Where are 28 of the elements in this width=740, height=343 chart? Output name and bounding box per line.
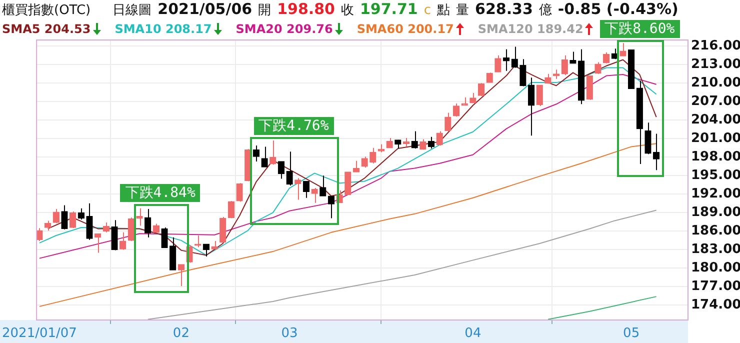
annotation: 下跌4.76%: [254, 116, 334, 135]
text: 下跌8.60%: [600, 20, 680, 38]
chart-title: 櫃買指數(OTC): [2, 2, 91, 19]
annotation: 下跌4.84%: [120, 184, 200, 202]
text: SMA120 189.42: [478, 22, 584, 36]
chart-subtitle: 日線圖: [112, 2, 152, 19]
text: -0.85 (-0.43%): [558, 0, 678, 18]
x-tick-label: 05: [623, 326, 640, 342]
text: 198.80: [277, 0, 335, 18]
text: 收: [340, 2, 354, 19]
x-tick-label: 02: [172, 326, 190, 342]
text: SMA20 209.76: [236, 22, 333, 36]
text: 2021/05/06: [158, 0, 252, 18]
text: c: [424, 3, 432, 18]
candlestick: [570, 51, 576, 64]
text: 628.33: [475, 0, 533, 18]
x-tick-label: 2021/01/07: [2, 326, 77, 342]
text: 量: [456, 2, 470, 19]
text: SMA10 208.17: [114, 22, 212, 36]
text: 億: [538, 2, 552, 19]
text: 開: [258, 2, 272, 19]
text: SMA5 204.53: [2, 22, 91, 36]
candlestick: [461, 96, 468, 106]
text: 點: [437, 2, 450, 19]
text: SMA60 200.17: [356, 22, 454, 36]
x-tick-label: 03: [281, 326, 298, 342]
x-tick-label: 04: [464, 326, 482, 342]
text: 197.71: [360, 0, 418, 18]
